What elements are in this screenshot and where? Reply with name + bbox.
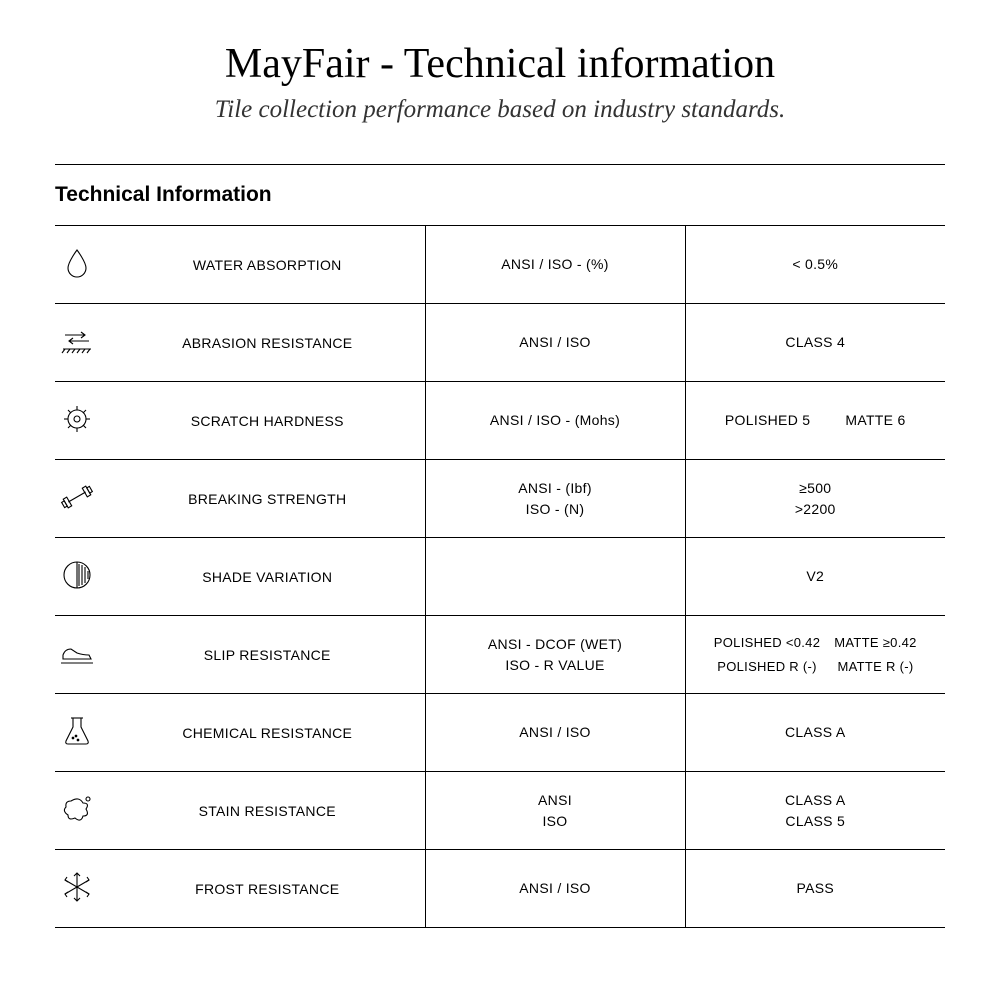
- property-label: BREAKING STRENGTH: [110, 460, 425, 538]
- table-row: STAIN RESISTANCE ANSI ISO CLASS A CLASS …: [55, 772, 945, 850]
- value-line: >2200: [696, 499, 936, 520]
- standard-line: ISO: [436, 811, 675, 832]
- value-line: ≥500: [696, 478, 936, 499]
- value-label: < 0.5%: [685, 226, 945, 304]
- standard-label: ANSI / ISO: [425, 304, 685, 382]
- table-row: CHEMICAL RESISTANCE ANSI / ISO CLASS A: [55, 694, 945, 772]
- standard-line: ISO - (N): [436, 499, 675, 520]
- value-line: CLASS 5: [696, 811, 936, 832]
- table-row: WATER ABSORPTION ANSI / ISO - (%) < 0.5%: [55, 226, 945, 304]
- standard-line: ANSI - (Ibf): [436, 478, 675, 499]
- standard-line: ANSI: [436, 790, 675, 811]
- property-label: ABRASION RESISTANCE: [110, 304, 425, 382]
- flask-icon: [59, 736, 95, 752]
- value-part: POLISHED R (-): [714, 657, 820, 677]
- property-label: SHADE VARIATION: [110, 538, 425, 616]
- stain-icon: [59, 814, 95, 830]
- value-label: CLASS 4: [685, 304, 945, 382]
- standard-label: ANSI - (Ibf) ISO - (N): [425, 460, 685, 538]
- dumbbell-icon: [59, 502, 95, 518]
- table-row: SLIP RESISTANCE ANSI - DCOF (WET) ISO - …: [55, 616, 945, 694]
- value-line: CLASS A: [696, 790, 936, 811]
- value-label: CLASS A CLASS 5: [685, 772, 945, 850]
- property-label: FROST RESISTANCE: [110, 850, 425, 928]
- value-label: ≥500 >2200: [685, 460, 945, 538]
- value-label: CLASS A: [685, 694, 945, 772]
- snowflake-icon: [59, 892, 95, 908]
- value-part: MATTE ≥0.42: [834, 633, 916, 653]
- shoe-icon: [59, 658, 95, 674]
- table-row: FROST RESISTANCE ANSI / ISO PASS: [55, 850, 945, 928]
- page-title: MayFair - Technical information: [55, 40, 945, 88]
- standard-label: ANSI / ISO: [425, 694, 685, 772]
- abrasion-icon: [59, 346, 95, 362]
- section-header: Technical Information: [55, 164, 945, 225]
- table-row: ABRASION RESISTANCE ANSI / ISO CLASS 4: [55, 304, 945, 382]
- spec-table: WATER ABSORPTION ANSI / ISO - (%) < 0.5%…: [55, 225, 945, 928]
- value-part: MATTE 6: [845, 410, 905, 431]
- standard-label: ANSI / ISO - (%): [425, 226, 685, 304]
- table-row: SHADE VARIATION V2: [55, 538, 945, 616]
- standard-label: ANSI / ISO - (Mohs): [425, 382, 685, 460]
- standard-line: ANSI - DCOF (WET): [436, 634, 675, 655]
- value-label: POLISHED <0.42 MATTE ≥0.42 POLISHED R (-…: [685, 616, 945, 694]
- page-subtitle: Tile collection performance based on ind…: [55, 96, 945, 124]
- standard-label: ANSI - DCOF (WET) ISO - R VALUE: [425, 616, 685, 694]
- property-label: STAIN RESISTANCE: [110, 772, 425, 850]
- property-label: SCRATCH HARDNESS: [110, 382, 425, 460]
- standard-label: ANSI / ISO: [425, 850, 685, 928]
- shade-circle-icon: [59, 580, 95, 596]
- value-part: MATTE R (-): [834, 657, 916, 677]
- property-label: SLIP RESISTANCE: [110, 616, 425, 694]
- value-part: POLISHED <0.42: [714, 633, 820, 653]
- property-label: CHEMICAL RESISTANCE: [110, 694, 425, 772]
- table-row: SCRATCH HARDNESS ANSI / ISO - (Mohs) POL…: [55, 382, 945, 460]
- value-part: POLISHED 5: [725, 410, 810, 431]
- value-label: POLISHED 5 MATTE 6: [696, 410, 936, 431]
- standard-label: ANSI ISO: [425, 772, 685, 850]
- standard-label: [425, 538, 685, 616]
- table-row: BREAKING STRENGTH ANSI - (Ibf) ISO - (N)…: [55, 460, 945, 538]
- standard-line: ISO - R VALUE: [436, 655, 675, 676]
- value-label: PASS: [685, 850, 945, 928]
- property-label: WATER ABSORPTION: [110, 226, 425, 304]
- gear-icon: [59, 424, 95, 440]
- water-drop-icon: [59, 268, 95, 284]
- value-label: V2: [685, 538, 945, 616]
